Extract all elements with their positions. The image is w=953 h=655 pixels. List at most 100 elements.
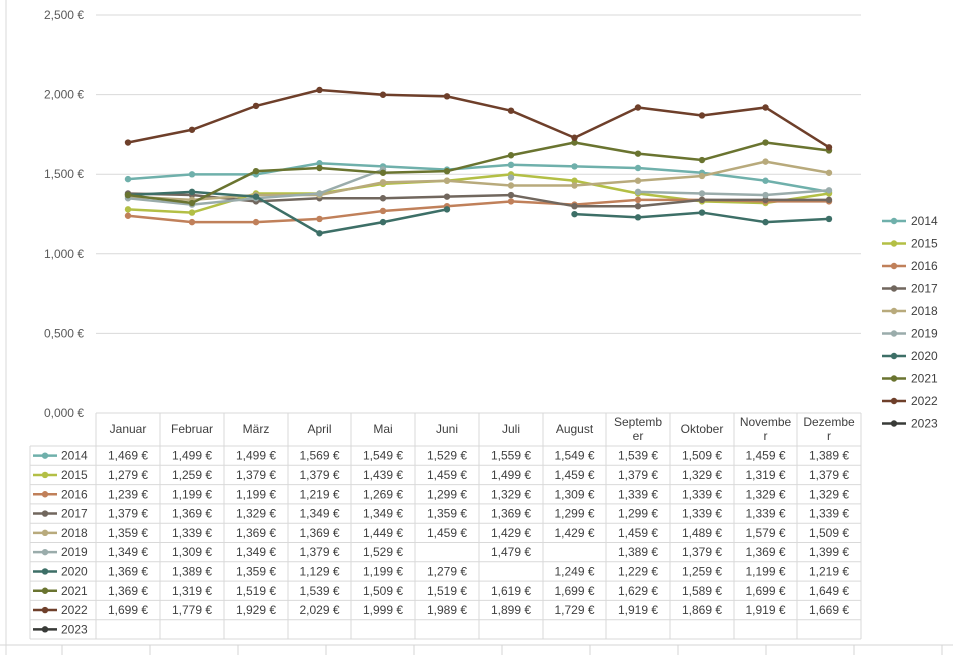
table-cell: 1,339 € bbox=[172, 526, 212, 540]
data-point bbox=[634, 104, 642, 111]
table-cell: 1,339 € bbox=[618, 487, 658, 501]
table-row: 2019 1,349 € 1,309 € 1,349 € 1,379 € 1,529 € 1… bbox=[33, 545, 849, 559]
table-cell: 1,219 € bbox=[299, 487, 339, 501]
legend-label: 2018 bbox=[911, 304, 938, 318]
table-cell: 1,129 € bbox=[299, 564, 339, 578]
table-cell: 1,369 € bbox=[745, 545, 785, 559]
table-cell: 1,489 € bbox=[682, 526, 722, 540]
table-cell: 1,199 € bbox=[172, 487, 212, 501]
data-point bbox=[316, 215, 323, 223]
data-point bbox=[379, 195, 387, 202]
table-cell: 1,989 € bbox=[427, 603, 467, 617]
table-cell: 1,699 € bbox=[745, 584, 785, 598]
x-tick-label: er bbox=[633, 429, 644, 443]
legend-label: 2023 bbox=[911, 417, 938, 431]
table-cell: 1,469 € bbox=[108, 449, 148, 463]
data-point bbox=[762, 104, 769, 111]
table-legend-marker bbox=[41, 568, 49, 575]
table-cell: 1,299 € bbox=[618, 507, 658, 521]
data-point bbox=[379, 169, 387, 176]
x-tick-label: April bbox=[307, 422, 331, 436]
legend-item: 2017 bbox=[882, 282, 938, 296]
data-point bbox=[252, 102, 260, 110]
legend-item: 2018 bbox=[882, 304, 938, 318]
legend-label: 2019 bbox=[911, 327, 938, 341]
x-tick-label: Oktober bbox=[681, 422, 724, 436]
table-row: 2023 bbox=[33, 622, 88, 636]
data-point bbox=[316, 190, 323, 197]
table-cell: 1,699 € bbox=[554, 584, 594, 598]
table-legend-marker bbox=[41, 510, 49, 517]
table-series-label: 2015 bbox=[61, 468, 88, 482]
data-point bbox=[698, 190, 706, 197]
table-cell: 1,379 € bbox=[236, 468, 276, 482]
table-legend-marker bbox=[41, 452, 49, 459]
x-tick-label: August bbox=[556, 422, 594, 436]
data-point bbox=[507, 174, 515, 181]
table-legend-marker bbox=[41, 587, 49, 594]
table-cell: 1,529 € bbox=[427, 449, 467, 463]
table-cell: 1,389 € bbox=[809, 449, 849, 463]
table-cell: 1,389 € bbox=[172, 564, 212, 578]
legend-marker bbox=[890, 307, 898, 315]
table-cell: 1,549 € bbox=[554, 449, 594, 463]
table-cell: 1,359 € bbox=[236, 564, 276, 578]
data-point bbox=[188, 126, 196, 133]
table-cell: 1,479 € bbox=[491, 545, 531, 559]
table-legend-marker bbox=[41, 491, 49, 498]
data-point bbox=[571, 182, 578, 189]
table-row: 2022 1,699 € 1,779 € 1,929 € 2,029 € 1,999 € 1… bbox=[33, 603, 849, 617]
table-cell: 1,379 € bbox=[108, 507, 148, 521]
x-tick-label: r bbox=[764, 429, 768, 443]
table-cell: 1,369 € bbox=[108, 584, 148, 598]
table-row: 2017 1,379 € 1,369 € 1,329 € 1,349 € 1,349 € 1… bbox=[33, 507, 849, 521]
table-cell: 1,539 € bbox=[618, 449, 658, 463]
table-cell: 1,569 € bbox=[299, 449, 339, 463]
table-series-label: 2020 bbox=[61, 564, 88, 578]
table-cell: 1,499 € bbox=[172, 449, 212, 463]
y-tick-label: 1,500 € bbox=[44, 167, 84, 181]
table-cell: 1,379 € bbox=[299, 545, 339, 559]
table-cell: 1,509 € bbox=[363, 584, 403, 598]
data-point bbox=[124, 212, 132, 219]
table-cell: 1,349 € bbox=[108, 545, 148, 559]
table-cell: 1,429 € bbox=[554, 526, 594, 540]
data-point bbox=[507, 182, 515, 189]
legend-marker bbox=[890, 375, 898, 382]
table-cell: 1,309 € bbox=[172, 545, 212, 559]
data-point bbox=[188, 199, 196, 207]
table-legend-marker bbox=[41, 471, 49, 479]
table-series-label: 2018 bbox=[61, 526, 88, 540]
data-point bbox=[825, 196, 833, 204]
legend-item: 2015 bbox=[882, 237, 938, 251]
table-cell: 1,199 € bbox=[745, 564, 785, 578]
table-cell: 1,359 € bbox=[108, 526, 148, 540]
legend-item: 2022 bbox=[882, 394, 938, 408]
table-cell: 1,509 € bbox=[682, 449, 722, 463]
table-cell: 1,339 € bbox=[745, 507, 785, 521]
data-point bbox=[571, 210, 578, 218]
table-cell: 1,229 € bbox=[618, 564, 658, 578]
table-cell: 1,379 € bbox=[299, 468, 339, 482]
data-point bbox=[443, 177, 451, 184]
data-point bbox=[188, 171, 196, 178]
table-cell: 1,329 € bbox=[236, 507, 276, 521]
data-point bbox=[252, 218, 260, 226]
legend-marker bbox=[890, 285, 898, 292]
x-tick-label: Novembe bbox=[740, 415, 792, 429]
legend-item: 2021 bbox=[882, 372, 938, 386]
legend-marker bbox=[890, 420, 898, 427]
series-2021 bbox=[124, 139, 833, 207]
table-cell: 1,459 € bbox=[745, 449, 785, 463]
data-point bbox=[762, 139, 769, 146]
table-cell: 1,619 € bbox=[491, 584, 531, 598]
table-cell: 1,379 € bbox=[682, 545, 722, 559]
table-cell: 1,319 € bbox=[172, 584, 212, 598]
table-cell: 1,349 € bbox=[299, 507, 339, 521]
table-cell: 1,589 € bbox=[682, 584, 722, 598]
table-cell: 1,199 € bbox=[363, 564, 403, 578]
table-legend-marker bbox=[41, 626, 49, 633]
series-line bbox=[636, 189, 831, 197]
legend-item: 2020 bbox=[882, 349, 938, 363]
